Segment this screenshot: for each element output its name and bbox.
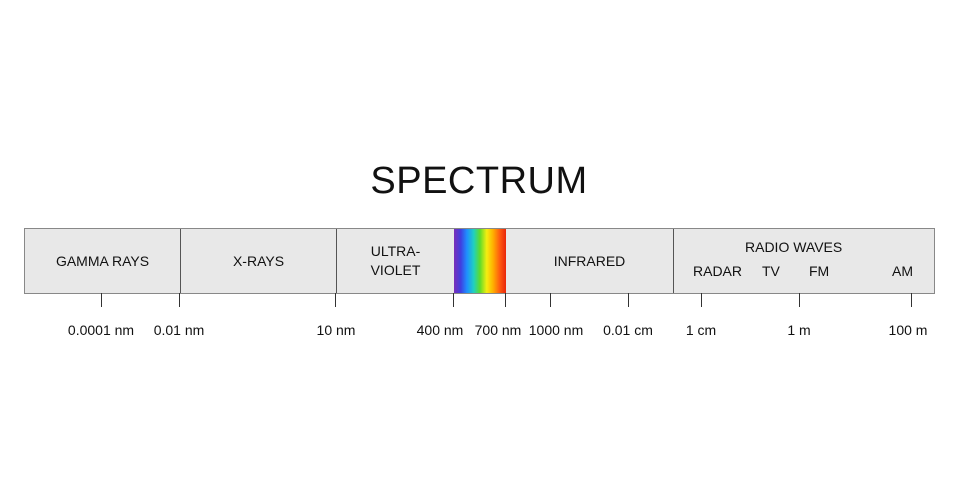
band-label: RADIO WAVES bbox=[745, 239, 843, 255]
band-ultraviolet: ULTRA- VIOLET bbox=[337, 229, 454, 293]
sub-band-tv: TV bbox=[762, 263, 780, 279]
band-divider bbox=[673, 229, 674, 293]
scale-label: 0.0001 nm bbox=[67, 322, 135, 338]
scale-label: 400 nm bbox=[416, 322, 464, 338]
scale-label: 100 m bbox=[888, 322, 928, 338]
band-label: INFRARED bbox=[553, 252, 626, 269]
band-divider bbox=[180, 229, 181, 293]
scale-tick bbox=[911, 293, 912, 307]
sub-band-am: AM bbox=[892, 263, 913, 279]
scale-tick bbox=[179, 293, 180, 307]
band-infrared: INFRARED bbox=[506, 229, 673, 293]
scale-tick bbox=[550, 293, 551, 307]
scale-tick bbox=[505, 293, 506, 307]
band-x-rays: X-RAYS bbox=[181, 229, 336, 293]
diagram-title: SPECTRUM bbox=[370, 160, 588, 202]
band-label: GAMMA RAYS bbox=[55, 252, 150, 269]
band-gamma-rays: GAMMA RAYS bbox=[25, 229, 180, 293]
sub-band-radar: RADAR bbox=[693, 263, 743, 279]
visible-light-spectrum bbox=[454, 229, 506, 293]
band-label: VIOLET bbox=[370, 262, 421, 278]
scale-tick bbox=[628, 293, 629, 307]
band-label: X-RAYS bbox=[232, 252, 285, 269]
scale-tick bbox=[101, 293, 102, 307]
scale-tick bbox=[701, 293, 702, 307]
scale-label: 1 m bbox=[787, 322, 811, 338]
scale-label: 1000 nm bbox=[528, 322, 584, 338]
scale-label: 700 nm bbox=[474, 322, 522, 338]
sub-band-fm: FM bbox=[809, 263, 830, 279]
scale-tick bbox=[335, 293, 336, 307]
scale-label: 10 nm bbox=[316, 322, 356, 338]
scale-label: 0.01 cm bbox=[603, 322, 653, 338]
scale-label: 1 cm bbox=[685, 322, 717, 338]
scale-label: 0.01 nm bbox=[153, 322, 205, 338]
scale-tick bbox=[799, 293, 800, 307]
scale-tick bbox=[453, 293, 454, 307]
band-divider bbox=[336, 229, 337, 293]
band-label: ULTRA- bbox=[370, 243, 421, 259]
spectrum-bar: GAMMA RAYS X-RAYS ULTRA- VIOLET INFRARED … bbox=[24, 228, 935, 294]
